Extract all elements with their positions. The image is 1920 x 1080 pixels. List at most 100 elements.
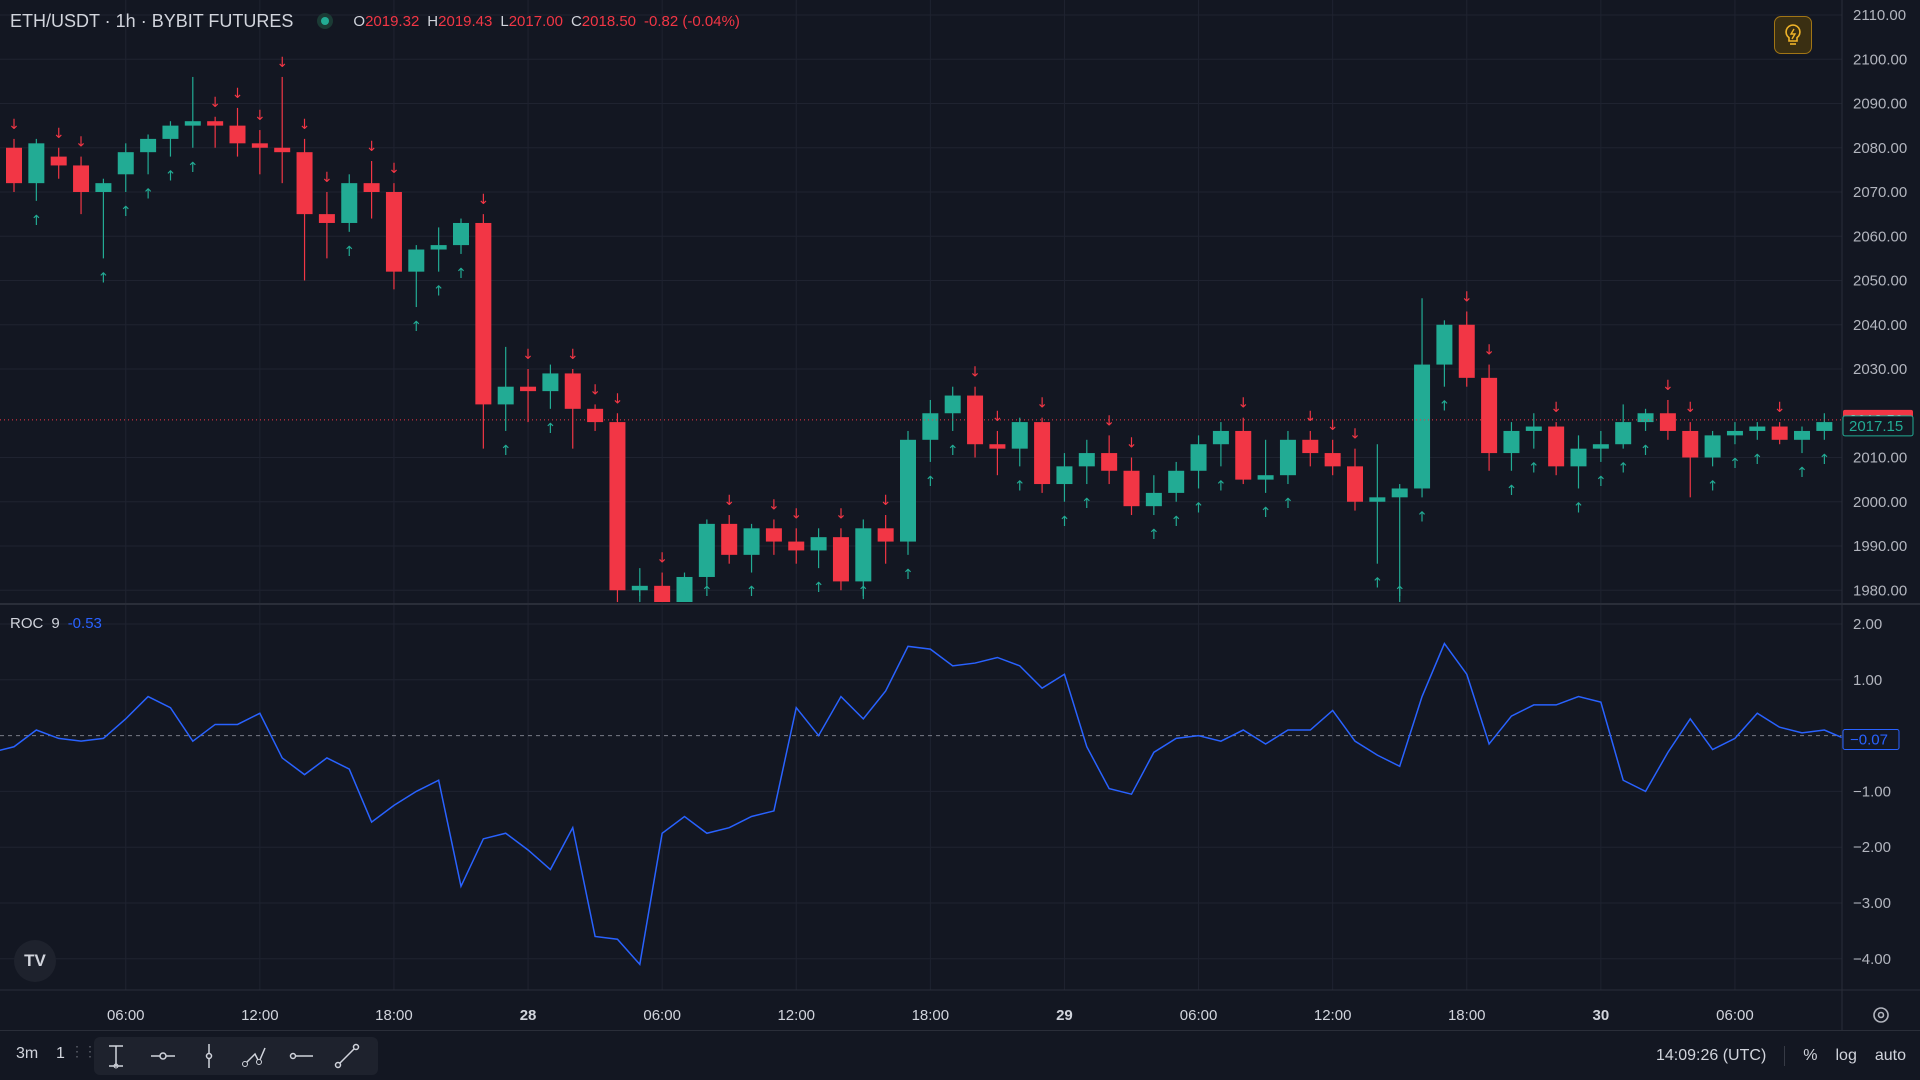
buy-signal-arrow: ↑ [813,580,825,596]
buy-signal-arrow: ↑ [500,443,512,459]
time-tick-label: 28 [520,1007,537,1024]
time-tick-label: 18:00 [912,1007,950,1024]
buy-signal-arrow: ↑ [1394,584,1406,600]
candle-body [587,408,604,423]
buy-signal-arrow: ↑ [165,169,177,185]
candle-body [251,143,268,148]
trend-line-icon[interactable] [324,1037,370,1075]
buy-signal-arrow: ↑ [1506,483,1518,499]
sell-signal-arrow: ↓ [388,161,400,177]
close-value: 2018.50 [581,12,637,30]
sell-signal-arrow: ↓ [969,365,981,381]
sell-signal-arrow: ↓ [1349,427,1361,443]
tradingview-logo-icon[interactable]: TV [14,940,56,982]
roc-tick-label: −2.00 [1853,839,1891,856]
date-range-icon[interactable] [94,1037,140,1075]
roc-tick-label: −3.00 [1853,895,1891,912]
candle-body [1101,453,1118,471]
horizontal-line-icon[interactable] [278,1037,324,1075]
buy-signal-arrow: ↑ [1818,452,1830,468]
candle-body [184,121,201,126]
sell-signal-arrow: ↓ [589,382,601,398]
sell-signal-arrow: ↓ [1774,400,1786,416]
buy-signal-arrow: ↑ [30,213,42,229]
path-icon[interactable] [232,1037,278,1075]
candle-body [207,121,224,126]
sell-signal-arrow: ↓ [8,117,20,133]
status-area: 14:09:26 (UTC) % log auto [1656,1046,1906,1066]
chart-legend[interactable]: ETH/USDT · 1h · BYBIT FUTURES O2019.32 H… [10,10,740,32]
symbol-title[interactable]: ETH/USDT · 1h · BYBIT FUTURES [10,10,294,31]
candle-body [475,222,492,405]
sell-signal-arrow: ↓ [1126,436,1138,452]
ohlc-values: O2019.32 H2019.43 L2017.00 C2018.50 -0.8… [353,12,740,30]
sell-signal-arrow: ↓ [567,347,579,363]
candle-body [765,528,782,542]
secondary-price-label: 2017.15 [1849,418,1903,435]
time-tick-label: 29 [1056,1007,1073,1024]
buy-signal-arrow: ↑ [1595,474,1607,490]
high-value: 2019.43 [438,12,493,30]
percent-scale-toggle[interactable]: % [1803,1047,1818,1064]
candle-body [408,249,425,272]
candle-body [1481,377,1498,454]
roc-last-badge [1842,729,1900,751]
candle-body [1347,466,1363,502]
clock-time[interactable]: 14:09:26 (UTC) [1656,1047,1767,1064]
candle-body [1056,466,1073,485]
candle-body [274,147,291,153]
ideas-button[interactable] [1774,16,1812,54]
buy-signal-arrow: ↑ [1751,452,1763,468]
sell-signal-arrow: ↓ [612,391,624,407]
candle-body [564,373,581,409]
candle-body [117,152,134,175]
sell-signal-arrow: ↓ [835,506,847,522]
sell-signal-arrow: ↓ [1237,396,1249,412]
candle-body [788,541,805,551]
sell-signal-arrow: ↓ [75,135,87,151]
candle-body [1279,439,1296,476]
buy-signal-arrow: ↑ [343,244,355,260]
roc-legend[interactable]: ROC 9 -0.53 [10,615,102,632]
buy-signal-arrow: ↑ [455,266,467,282]
timeframe-1-button[interactable]: 1 [56,1045,65,1062]
price-tick-label: 2110.00 [1853,7,1906,24]
drag-handle-icon[interactable]: ⋮⋮ [70,1043,97,1059]
sell-signal-arrow: ↓ [1304,409,1316,425]
candle-body [721,523,738,555]
candle-body [609,422,626,591]
price-chart[interactable]: 2110.00 2100.00 2090.00 2080.00 2070.00 2060.… [0,0,1920,1030]
sell-signal-arrow: ↓ [1662,378,1674,394]
buy-signal-arrow: ↑ [1528,461,1540,477]
roc-name: ROC [10,615,44,632]
price-tick-label: 2040.00 [1853,317,1907,334]
buy-signal-arrow: ↑ [679,584,691,600]
buy-signal-arrow: ↑ [1729,456,1741,472]
time-tick-label: 06:00 [1180,1007,1218,1024]
sell-signal-arrow: ↓ [790,506,802,522]
timeframe-3m-button[interactable]: 3m [16,1045,39,1062]
buy-signal-arrow: ↑ [1215,478,1227,494]
candle-body [1369,497,1386,502]
buy-signal-arrow: ↑ [1617,461,1629,477]
sell-signal-arrow: ↓ [992,409,1004,425]
candle-body [855,528,872,582]
vertical-line-icon[interactable] [186,1037,232,1075]
settings-gear-icon[interactable] [1870,1004,1892,1026]
candle-body [676,576,693,602]
candle-body [1414,364,1431,489]
candle-body [318,214,335,223]
roc-last-label: −0.07 [1850,732,1888,749]
buy-signal-arrow: ↑ [410,319,422,335]
candle-body [1123,470,1140,507]
buy-signal-arrow: ↑ [902,567,914,583]
candle-body [341,183,358,223]
horizontal-ray-icon[interactable] [140,1037,186,1075]
lightbulb-icon [1785,24,1801,45]
buy-signal-arrow: ↑ [857,584,869,600]
open-value: 2019.32 [365,12,420,30]
candle-body [1078,453,1095,467]
log-scale-toggle[interactable]: log [1835,1047,1857,1064]
auto-scale-toggle[interactable]: auto [1874,1047,1906,1064]
candle-body [1302,439,1319,454]
